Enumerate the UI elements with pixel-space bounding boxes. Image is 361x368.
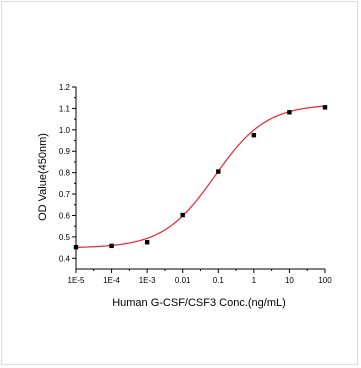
x-tick-label: 1 (252, 276, 257, 285)
y-tick-label: 0.6 (59, 211, 71, 220)
x-axis-ticks: 1E-5 1E-4 1E-3 0.01 0.1 1 10 100 (68, 269, 332, 285)
y-tick-label: 1.2 (59, 83, 71, 92)
y-tick-label: 0.5 (59, 233, 71, 242)
y-tick-label: 1.1 (59, 104, 71, 113)
chart-card (1, 1, 358, 365)
data-point (144, 240, 150, 245)
data-point (73, 244, 79, 250)
y-tick-label: 1.0 (59, 126, 71, 135)
fit-curve (75, 105, 326, 248)
data-point (322, 105, 328, 110)
x-tick-label: 1E-5 (68, 276, 85, 285)
x-tick-label: 0.1 (213, 276, 225, 285)
y-tick-label: 0.7 (59, 190, 71, 199)
y-axis-label: OD Value(450nm) (37, 133, 49, 221)
data-points (73, 105, 328, 250)
y-tick-label: 0.8 (59, 169, 71, 178)
y-tick-label: 0.4 (59, 254, 71, 263)
data-point (287, 110, 292, 115)
y-tick-label: 0.9 (59, 147, 71, 156)
data-point (180, 212, 185, 218)
x-tick-label: 1E-3 (139, 276, 156, 285)
x-tick-label: 1E-4 (103, 276, 120, 285)
x-tick-label: 0.01 (175, 276, 191, 285)
data-point (216, 169, 221, 174)
x-axis-label: Human G-CSF/CSF3 Conc.(ng/mL) (112, 297, 286, 309)
data-point (251, 132, 257, 138)
x-tick-label: 10 (285, 276, 294, 285)
y-axis-ticks: 0.4 0.5 0.6 0.7 0.8 0.9 1.0 1.1 1.2 (59, 83, 76, 263)
data-point (109, 243, 114, 249)
x-tick-label: 100 (318, 276, 332, 285)
